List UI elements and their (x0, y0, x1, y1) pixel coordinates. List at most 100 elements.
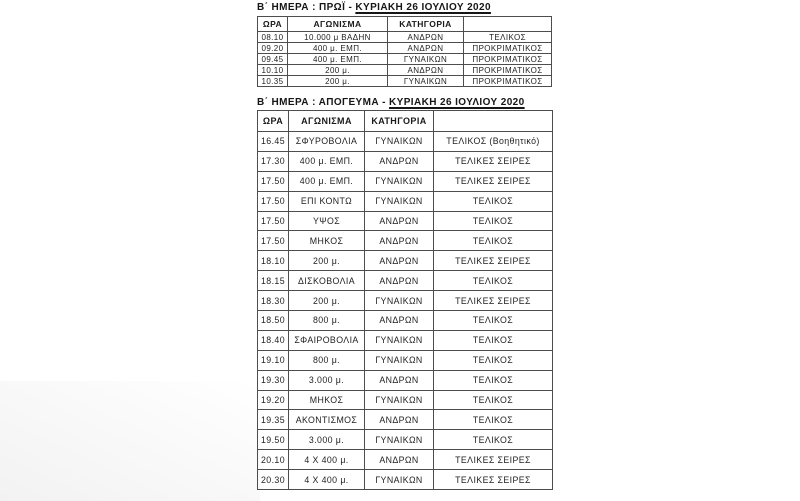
cell-stage: ΤΕΛΙΚΟΣ (433, 310, 553, 331)
cell-stage: ΤΕΛΙΚΟΣ (433, 389, 553, 411)
table-row: 09.20 400 μ. ΕΜΠ. ΑΝΔΡΩΝ ΠΡΟΚΡΙΜΑΤΙΚΟΣ (257, 42, 552, 54)
cell-event: 4 Χ 400 μ. (288, 449, 365, 471)
cell-time: 17.50 (257, 190, 289, 212)
afternoon-title-date: ΚΥΡΙΑΚΗ 26 ΙΟΥΛΙΟΥ 2020 (389, 97, 525, 108)
cell-event: 200 μ. (287, 75, 388, 87)
col-header-category: ΚΑΤΗΓΟΡΙΑ (387, 16, 464, 32)
cell-time: 08.10 (257, 31, 288, 43)
cell-category: ΓΥΝΑΙΚΩΝ (364, 349, 434, 371)
cell-event: 3.000 μ. (288, 369, 365, 391)
cell-category: ΑΝΔΡΩΝ (387, 31, 464, 43)
cell-time: 19.35 (257, 409, 289, 431)
cell-time: 19.50 (257, 429, 289, 451)
cell-stage: ΤΕΛΙΚΟΣ (Βοηθητικό) (433, 131, 553, 152)
cell-category: ΓΥΝΑΙΚΩΝ (364, 429, 434, 451)
cell-time: 20.30 (257, 469, 289, 491)
col-header-event: ΑΓΩΝΙΣΜΑ (287, 16, 388, 32)
cell-time: 20.10 (257, 449, 289, 471)
cell-stage: ΤΕΛΙΚΟΣ (433, 230, 553, 252)
morning-session-title: Β΄ ΗΜΕΡΑ : ΠΡΩΪ - ΚΥΡΙΑΚΗ 26 ΙΟΥΛΙΟΥ 202… (257, 2, 562, 13)
table-row: 20.10 4 Χ 400 μ. ΑΝΔΡΩΝ ΤΕΛΙΚΕΣ ΣΕΙΡΕΣ (257, 449, 553, 471)
afternoon-schedule-table: ΩΡΑ ΑΓΩΝΙΣΜΑ ΚΑΤΗΓΟΡΙΑ 16.45 ΣΦΥΡΟΒΟΛΙΑ ΓΥ… (257, 110, 553, 491)
cell-category: ΑΝΔΡΩΝ (364, 449, 434, 471)
cell-stage: ΤΕΛΙΚΟΣ (433, 429, 553, 451)
afternoon-title-prefix: Β΄ ΗΜΕΡΑ : ΑΠΟΓΕΥΜΑ - (257, 97, 390, 108)
cell-event: 10.000 μ ΒΑΔΗΝ (287, 31, 388, 43)
cell-time: 17.50 (257, 230, 289, 252)
cell-time: 09.45 (257, 53, 288, 65)
cell-time: 10.10 (257, 64, 288, 76)
table-row: 20.30 4 Χ 400 μ. ΓΥΝΑΙΚΩΝ ΤΕΛΙΚΕΣ ΣΕΙΡΕΣ (257, 469, 553, 491)
cell-stage: ΤΕΛΙΚΟΣ (433, 190, 553, 212)
morning-schedule-table: ΩΡΑ ΑΓΩΝΙΣΜΑ ΚΑΤΗΓΟΡΙΑ 08.10 10.000 μ ΒΑΔ… (257, 16, 552, 87)
cell-event: 4 Χ 400 μ. (288, 469, 365, 491)
cell-time: 16.45 (257, 131, 289, 152)
cell-stage: ΠΡΟΚΡΙΜΑΤΙΚΟΣ (463, 75, 552, 87)
cell-event: ΥΨΟΣ (288, 210, 365, 232)
cell-category: ΑΝΔΡΩΝ (364, 310, 434, 331)
afternoon-table-body: 16.45 ΣΦΥΡΟΒΟΛΙΑ ΓΥΝΑΙΚΩΝ ΤΕΛΙΚΟΣ (Βοηθητικ… (257, 131, 553, 491)
schedule-document: Β΄ ΗΜΕΡΑ : ΠΡΩΪ - ΚΥΡΙΑΚΗ 26 ΙΟΥΛΙΟΥ 202… (257, 2, 562, 491)
col-header-stage (463, 16, 552, 32)
morning-title-date: ΚΥΡΙΑΚΗ 26 ΙΟΥΛΙΟΥ 2020 (355, 2, 491, 13)
cell-event: ΜΗΚΟΣ (288, 389, 365, 411)
table-row: 19.50 3.000 μ. ΓΥΝΑΙΚΩΝ ΤΕΛΙΚΟΣ (257, 429, 553, 451)
cell-event: 200 μ. (288, 290, 365, 312)
cell-event: 200 μ. (287, 64, 388, 76)
cell-time: 17.30 (257, 150, 289, 172)
cell-event: 200 μ. (288, 250, 365, 272)
cell-event: ΔΙΣΚΟΒΟΛΙΑ (288, 270, 365, 292)
cell-stage: ΤΕΛΙΚΕΣ ΣΕΙΡΕΣ (433, 469, 553, 491)
afternoon-header-row: ΩΡΑ ΑΓΩΝΙΣΜΑ ΚΑΤΗΓΟΡΙΑ (257, 110, 553, 132)
cell-event: 400 μ. ΕΜΠ. (288, 150, 365, 172)
cell-category: ΑΝΔΡΩΝ (387, 64, 464, 76)
cell-event: ΕΠΙ ΚΟΝΤΩ (288, 190, 365, 212)
table-row: 19.20 ΜΗΚΟΣ ΓΥΝΑΙΚΩΝ ΤΕΛΙΚΟΣ (257, 389, 553, 411)
cell-category: ΑΝΔΡΩΝ (364, 250, 434, 272)
cell-event: 400 μ. ΕΜΠ. (288, 170, 365, 192)
cell-time: 17.50 (257, 210, 289, 232)
cell-category: ΓΥΝΑΙΚΩΝ (364, 131, 434, 152)
cell-category: ΑΝΔΡΩΝ (364, 150, 434, 172)
cell-time: 18.10 (257, 250, 289, 272)
cell-category: ΓΥΝΑΙΚΩΝ (364, 469, 434, 491)
cell-time: 18.40 (257, 329, 289, 351)
cell-stage: ΤΕΛΙΚΕΣ ΣΕΙΡΕΣ (433, 290, 553, 312)
cell-time: 10.35 (257, 75, 288, 87)
cell-category: ΓΥΝΑΙΚΩΝ (364, 389, 434, 411)
cell-stage: ΤΕΛΙΚΕΣ ΣΕΙΡΕΣ (433, 170, 553, 192)
cell-event: 800 μ. (288, 349, 365, 371)
cell-time: 19.30 (257, 369, 289, 391)
table-row: 18.10 200 μ. ΑΝΔΡΩΝ ΤΕΛΙΚΕΣ ΣΕΙΡΕΣ (257, 250, 553, 272)
cell-category: ΑΝΔΡΩΝ (364, 270, 434, 292)
table-row: 10.10 200 μ. ΑΝΔΡΩΝ ΠΡΟΚΡΙΜΑΤΙΚΟΣ (257, 64, 552, 76)
afternoon-session-title: Β΄ ΗΜΕΡΑ : ΑΠΟΓΕΥΜΑ - ΚΥΡΙΑΚΗ 26 ΙΟΥΛΙΟΥ… (257, 97, 562, 108)
cell-event: 400 μ. ΕΜΠ. (287, 42, 388, 54)
cell-stage: ΤΕΛΙΚΟΣ (433, 409, 553, 431)
cell-category: ΓΥΝΑΙΚΩΝ (364, 290, 434, 312)
table-row: 10.35 200 μ. ΓΥΝΑΙΚΩΝ ΠΡΟΚΡΙΜΑΤΙΚΟΣ (257, 75, 552, 87)
cell-time: 09.20 (257, 42, 288, 54)
table-row: 09.45 400 μ. ΕΜΠ. ΓΥΝΑΙΚΩΝ ΠΡΟΚΡΙΜΑΤΙΚΟΣ (257, 53, 552, 65)
col-header-stage (433, 110, 553, 132)
table-row: 18.30 200 μ. ΓΥΝΑΙΚΩΝ ΤΕΛΙΚΕΣ ΣΕΙΡΕΣ (257, 290, 553, 312)
cell-category: ΑΝΔΡΩΝ (387, 42, 464, 54)
cell-stage: ΤΕΛΙΚΟΣ (433, 270, 553, 292)
cell-event: ΑΚΟΝΤΙΣΜΟΣ (288, 409, 365, 431)
table-row: 17.50 ΕΠΙ ΚΟΝΤΩ ΓΥΝΑΙΚΩΝ ΤΕΛΙΚΟΣ (257, 190, 553, 212)
cell-stage: ΤΕΛΙΚΕΣ ΣΕΙΡΕΣ (433, 250, 553, 272)
cell-stage: ΠΡΟΚΡΙΜΑΤΙΚΟΣ (463, 42, 552, 54)
cell-event: 400 μ. ΕΜΠ. (287, 53, 388, 65)
morning-title-prefix: Β΄ ΗΜΕΡΑ : ΠΡΩΪ - (257, 2, 356, 13)
cell-stage: ΤΕΛΙΚΟΣ (433, 329, 553, 351)
cell-event: 800 μ. (288, 310, 365, 331)
cell-stage: ΤΕΛΙΚΟΣ (433, 210, 553, 232)
table-row: 18.50 800 μ. ΑΝΔΡΩΝ ΤΕΛΙΚΟΣ (257, 310, 553, 331)
cell-event: ΣΦΥΡΟΒΟΛΙΑ (288, 131, 365, 152)
morning-table-body: 08.10 10.000 μ ΒΑΔΗΝ ΑΝΔΡΩΝ ΤΕΛΙΚΟΣ 09.20 400… (257, 31, 552, 87)
cell-stage: ΤΕΛΙΚΟΣ (463, 31, 552, 43)
col-header-time: ΩΡΑ (257, 16, 288, 32)
col-header-time: ΩΡΑ (257, 110, 289, 132)
table-row: 08.10 10.000 μ ΒΑΔΗΝ ΑΝΔΡΩΝ ΤΕΛΙΚΟΣ (257, 31, 552, 43)
table-row: 18.15 ΔΙΣΚΟΒΟΛΙΑ ΑΝΔΡΩΝ ΤΕΛΙΚΟΣ (257, 270, 553, 292)
